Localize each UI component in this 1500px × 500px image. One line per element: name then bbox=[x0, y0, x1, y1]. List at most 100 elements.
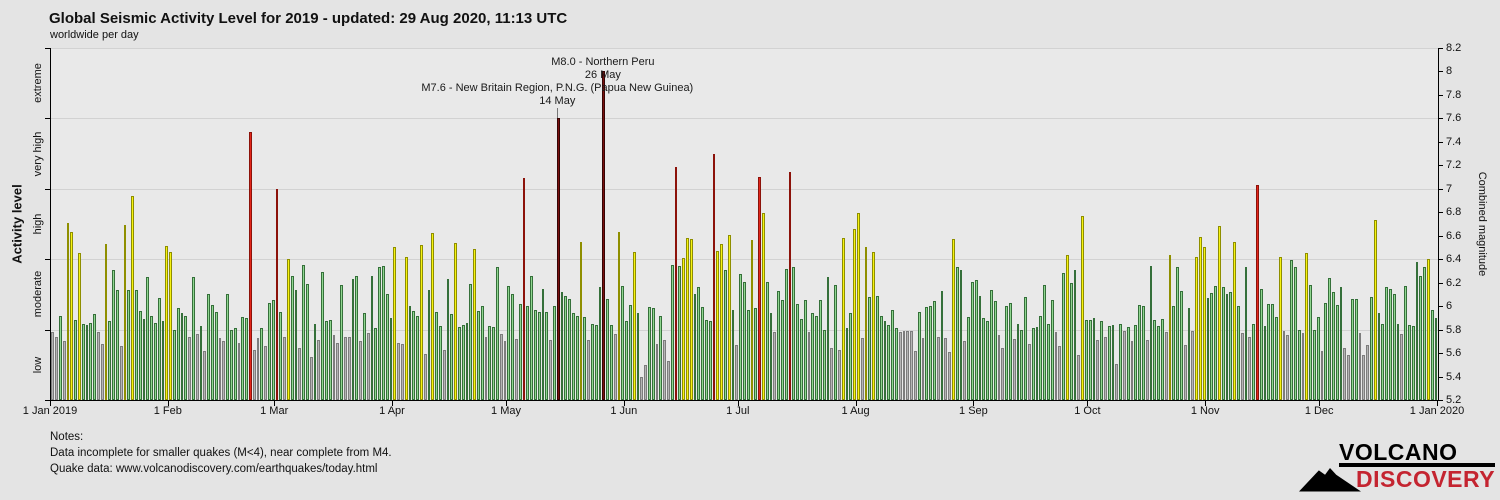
day-bar bbox=[173, 329, 176, 400]
month-label: 1 Apr bbox=[379, 405, 405, 417]
day-bar bbox=[1233, 241, 1236, 400]
gridline bbox=[51, 188, 1438, 190]
day-bar bbox=[1119, 323, 1122, 400]
day-bar bbox=[800, 319, 803, 400]
day-bar bbox=[1267, 303, 1271, 400]
day-bar bbox=[1024, 296, 1027, 400]
y-axis-right-tick-label: 5.2 bbox=[1446, 394, 1462, 406]
y-axis-right-tick bbox=[1438, 400, 1443, 401]
month-label: 1 Nov bbox=[1190, 405, 1220, 417]
day-bar bbox=[993, 301, 997, 400]
day-bar bbox=[1157, 326, 1160, 400]
y-axis-left-tick bbox=[45, 259, 50, 261]
month-label: 1 Jan 2019 bbox=[22, 405, 78, 417]
day-bar bbox=[287, 259, 290, 400]
y-axis-right-tick-label: 7.8 bbox=[1446, 88, 1462, 101]
day-bar bbox=[822, 329, 826, 400]
day-bar bbox=[982, 317, 986, 400]
day-bar bbox=[1362, 355, 1366, 400]
day-bar bbox=[222, 341, 226, 400]
day-bar bbox=[165, 246, 169, 400]
day-bar bbox=[944, 337, 948, 400]
day-bar bbox=[283, 336, 286, 400]
day-bar bbox=[328, 320, 332, 400]
day-bar bbox=[777, 290, 780, 400]
gridline bbox=[51, 118, 1438, 120]
day-bar bbox=[420, 245, 423, 400]
day-bar bbox=[841, 238, 845, 400]
day-bar bbox=[826, 276, 830, 400]
day-bar bbox=[1050, 300, 1054, 400]
y-axis-right-tick bbox=[1438, 165, 1443, 167]
day-bar bbox=[1423, 267, 1426, 400]
day-bar bbox=[477, 310, 480, 400]
day-bar bbox=[1047, 323, 1050, 400]
day-bar bbox=[351, 279, 355, 400]
day-bar bbox=[309, 356, 313, 400]
day-bar bbox=[1145, 340, 1149, 400]
day-bar bbox=[142, 319, 146, 400]
day-bar bbox=[1339, 287, 1343, 400]
day-bar bbox=[727, 234, 731, 400]
band-label: high bbox=[32, 213, 44, 235]
day-bar bbox=[1427, 259, 1430, 400]
day-bar bbox=[1347, 355, 1350, 400]
day-bar bbox=[298, 348, 302, 400]
day-bar bbox=[868, 296, 872, 400]
day-bar bbox=[1370, 296, 1373, 400]
day-bar bbox=[1373, 220, 1377, 400]
day-bar bbox=[572, 313, 575, 400]
day-bar bbox=[66, 222, 70, 400]
day-bar bbox=[313, 323, 317, 400]
day-bar bbox=[427, 289, 431, 400]
month-label: 1 Jan 2020 bbox=[1409, 405, 1465, 417]
annotation-m8-text: M8.0 - Northern Peru bbox=[551, 56, 655, 68]
x-axis-tick bbox=[167, 401, 169, 406]
day-bar bbox=[1096, 340, 1100, 400]
day-bar bbox=[1028, 343, 1031, 400]
day-bar bbox=[534, 309, 537, 400]
day-bar bbox=[1172, 306, 1176, 400]
day-bar bbox=[693, 294, 697, 400]
day-bar bbox=[925, 307, 929, 400]
day-bar bbox=[872, 252, 875, 400]
day-bar bbox=[1100, 321, 1103, 400]
band-label: extreme bbox=[32, 63, 44, 104]
month-label: 1 Jul bbox=[726, 405, 750, 417]
day-bar bbox=[1271, 303, 1274, 400]
day-bar bbox=[967, 316, 970, 400]
day-bar bbox=[119, 346, 123, 400]
y-axis-left-tick bbox=[45, 188, 50, 190]
volcanodiscovery-logo: VOLCANO DISCOVERY bbox=[1299, 441, 1496, 495]
day-bar bbox=[921, 337, 925, 400]
day-bar bbox=[682, 258, 685, 400]
day-bar bbox=[537, 312, 541, 400]
annotation-connector-line bbox=[557, 108, 559, 119]
y-axis-left-tick bbox=[45, 329, 50, 331]
day-bar bbox=[788, 172, 792, 400]
day-bar bbox=[89, 322, 93, 400]
day-bar bbox=[180, 313, 184, 400]
day-bar bbox=[1324, 302, 1328, 400]
day-bar bbox=[1237, 306, 1240, 400]
month-label: 1 Mar bbox=[260, 405, 289, 417]
day-bar bbox=[701, 307, 704, 400]
day-bar bbox=[1111, 324, 1115, 400]
day-bar bbox=[1309, 285, 1312, 400]
annotation-m76-new-britain: M7.6 - New Britain Region, P.N.G. (Papua… bbox=[421, 82, 693, 107]
day-bar bbox=[1354, 299, 1358, 400]
y-axis-right-tick-label: 5.6 bbox=[1446, 347, 1462, 360]
logo-volcano-wordmark: VOLCANO bbox=[1339, 441, 1496, 467]
day-bar bbox=[473, 248, 476, 400]
day-bar bbox=[1088, 320, 1092, 400]
day-bar bbox=[264, 346, 267, 400]
band-label: low bbox=[32, 356, 44, 374]
day-bar bbox=[598, 287, 602, 400]
day-bar bbox=[1062, 273, 1065, 400]
day-bar bbox=[268, 302, 271, 400]
month-label: 1 Aug bbox=[841, 405, 870, 417]
day-bar bbox=[488, 326, 492, 400]
day-bar bbox=[74, 320, 77, 400]
day-bar bbox=[1058, 346, 1062, 400]
